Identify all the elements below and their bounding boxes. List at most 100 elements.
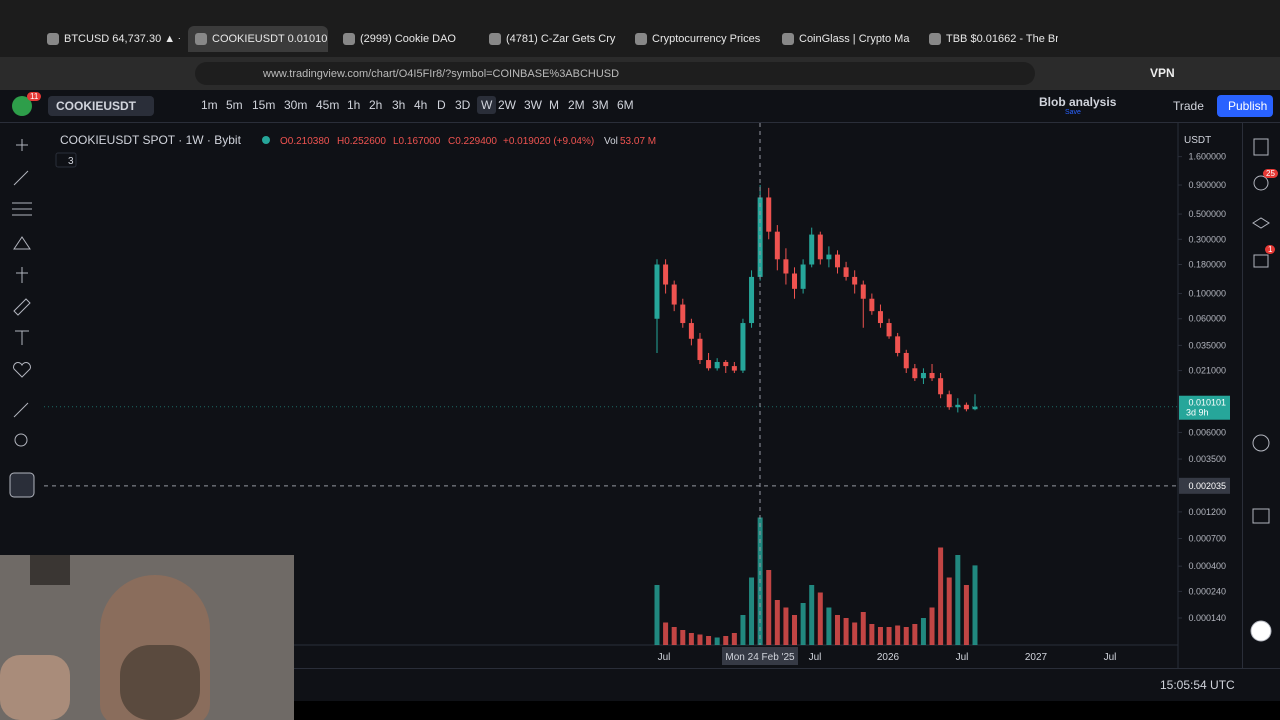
projection-tool[interactable] — [16, 267, 28, 283]
y-tick-label: 1.600000 — [1188, 152, 1226, 162]
interval-button[interactable]: M — [549, 98, 559, 112]
volume-bar — [843, 618, 849, 645]
vpn[interactable]: VPN — [1150, 66, 1175, 80]
calendar-icon[interactable] — [1252, 508, 1270, 524]
tab[interactable]: (2999) Cookie DAO — [336, 26, 472, 52]
y-tick-label: 0.000140 — [1188, 613, 1226, 623]
volume-bar — [955, 555, 961, 645]
avatar[interactable] — [12, 96, 32, 116]
tool-icons — [9, 139, 35, 498]
ruler-tool[interactable] — [13, 402, 29, 418]
line-tool[interactable] — [13, 170, 29, 186]
volume-bar — [886, 627, 892, 645]
publish-button[interactable]: Publish — [1217, 95, 1273, 117]
volume-bar — [706, 636, 712, 645]
x-tick-label: Jul — [956, 652, 969, 663]
tab[interactable]: Cryptocurrency Prices — [628, 26, 768, 52]
volume-bar — [749, 577, 755, 645]
candle-body — [920, 372, 926, 379]
candle-body — [912, 368, 918, 379]
interval-button[interactable]: 3D — [455, 98, 471, 112]
tab[interactable]: TBB $0.01662 - The Br — [922, 26, 1058, 52]
candle-body — [817, 234, 823, 260]
fib-tool[interactable] — [12, 202, 32, 216]
candle-body — [749, 276, 755, 324]
zoom-tool[interactable] — [14, 433, 28, 447]
interval-button[interactable]: 2h — [369, 98, 383, 112]
symbol-box[interactable]: COOKIEUSDT — [48, 96, 154, 116]
volume-bar — [774, 600, 780, 645]
legend-volume: 53.07 M — [620, 136, 656, 147]
hand — [0, 655, 70, 720]
tab-bar: BTCUSD 64,737.30 ▲ + COOKIEUSDT 0.01010 … — [0, 0, 1280, 57]
cross-tool[interactable] — [16, 139, 28, 151]
candle-body — [963, 404, 969, 410]
interval-button[interactable]: 1h — [347, 98, 361, 112]
candle-body — [895, 336, 901, 353]
tab[interactable]: CoinGlass | Crypto Ma — [775, 26, 911, 52]
text-tool[interactable] — [15, 330, 29, 345]
watchlist-icon[interactable] — [1253, 138, 1269, 156]
interval-button[interactable]: D — [437, 98, 446, 112]
legend-title: COOKIEUSDT SPOT · 1W · Bybit — [60, 133, 242, 147]
interval-button[interactable]: 1m — [201, 98, 218, 112]
volume-bar — [877, 627, 883, 645]
y-tick-label: 0.000240 — [1188, 586, 1226, 596]
candle-body — [938, 378, 944, 395]
layout-name[interactable]: Blob analysis — [1039, 95, 1117, 109]
volume-bar — [834, 615, 840, 645]
magnet-tool[interactable] — [9, 472, 35, 498]
pattern-tool[interactable] — [13, 236, 31, 250]
tab[interactable]: (4781) C-Zar Gets Cry — [482, 26, 622, 52]
interval-button[interactable]: 3W — [524, 98, 542, 112]
interval-button[interactable]: 2W — [498, 98, 516, 112]
interval-button[interactable]: 3M — [592, 98, 609, 112]
apps-icon[interactable] — [1250, 620, 1272, 642]
legend-close: C0.229400 — [448, 136, 497, 147]
interval-button[interactable]: 2M — [568, 98, 585, 112]
volume-bar — [731, 633, 737, 645]
badge: 1 — [1265, 245, 1276, 254]
legend-low: L0.167000 — [393, 136, 441, 147]
candle-body — [834, 254, 840, 268]
webcam — [0, 555, 294, 720]
candle-body — [766, 197, 772, 232]
candle-body — [723, 361, 729, 367]
tab-active[interactable]: COOKIEUSDT 0.01010 — [188, 26, 328, 52]
interval-button[interactable]: 3h — [392, 98, 406, 112]
layout-status: Save — [1065, 109, 1081, 116]
brush-tool[interactable] — [13, 298, 31, 316]
volume-bar — [809, 585, 815, 645]
interval-button[interactable]: 6M — [617, 98, 634, 112]
crosshair-label: 0.002035 — [1188, 481, 1226, 491]
chat-icon[interactable] — [1253, 254, 1269, 268]
layers-icon[interactable] — [1252, 217, 1270, 229]
x-tick-label: Jul — [658, 652, 671, 663]
currency[interactable]: USDT — [1184, 135, 1211, 146]
candle-body — [903, 352, 909, 369]
y-tick-label: 0.000700 — [1188, 534, 1226, 544]
target-icon[interactable] — [1252, 434, 1270, 452]
url[interactable]: www.tradingview.com/chart/O4I5FIr8/?symb… — [263, 68, 620, 80]
interval-button[interactable]: 15m — [252, 98, 276, 112]
interval-button[interactable]: 5m — [226, 98, 243, 112]
volume-bar — [912, 624, 918, 645]
x-tick-label: 2026 — [877, 652, 900, 663]
alerts-icon[interactable] — [1253, 175, 1269, 191]
candle-body — [740, 323, 746, 371]
candle-body — [714, 361, 720, 369]
indicators-toggle[interactable] — [55, 152, 77, 168]
x-tick-label: Jul — [809, 652, 822, 663]
y-tick-label: 0.300000 — [1188, 234, 1226, 244]
url-box[interactable] — [195, 62, 1035, 85]
interval-button[interactable]: W — [477, 96, 497, 114]
interval-button[interactable]: 30m — [284, 98, 308, 112]
y-tick-label: 0.035000 — [1188, 340, 1226, 350]
y-tick-label: 0.003500 — [1188, 454, 1226, 464]
favorite-tool[interactable] — [13, 362, 31, 378]
interval-button[interactable]: 4h — [414, 98, 428, 112]
volume-bar — [817, 592, 823, 645]
tab[interactable]: BTCUSD 64,737.30 ▲ + — [40, 26, 180, 52]
trade-button[interactable]: Trade — [1173, 99, 1204, 113]
interval-button[interactable]: 45m — [316, 98, 340, 112]
